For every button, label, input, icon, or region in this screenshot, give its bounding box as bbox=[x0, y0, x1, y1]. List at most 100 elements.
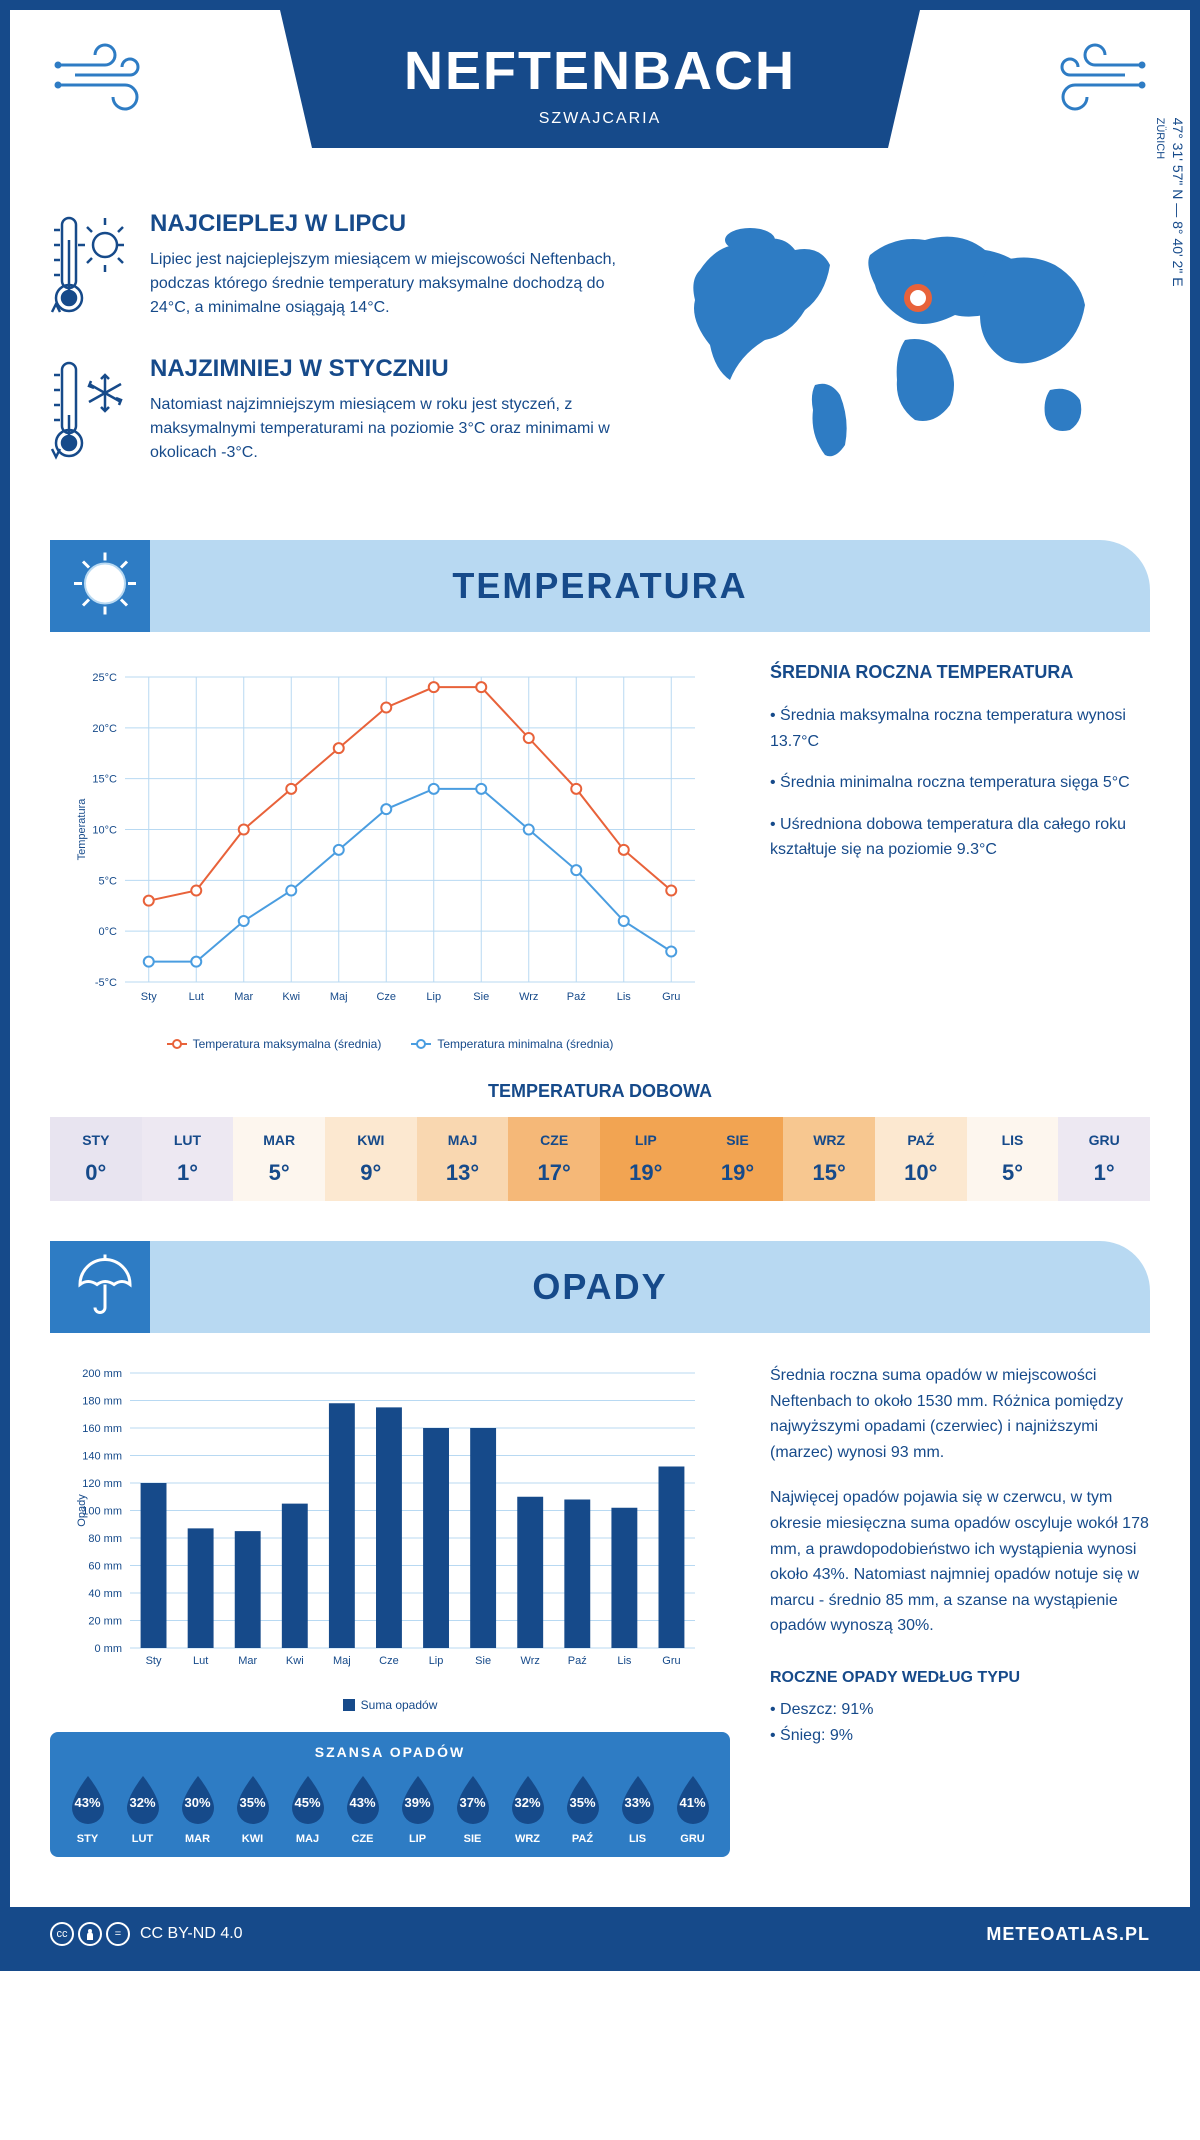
svg-text:Paź: Paź bbox=[568, 1655, 587, 1667]
daily-temp-value: 19° bbox=[692, 1160, 784, 1186]
svg-text:Sie: Sie bbox=[473, 991, 489, 1003]
chance-month: PAŹ bbox=[557, 1833, 608, 1845]
coords-main: 47° 31' 57" N — 8° 40' 2" E bbox=[1170, 118, 1186, 287]
wind-icon bbox=[50, 40, 160, 125]
legend-bar-label: Suma opadów bbox=[361, 1698, 438, 1712]
daily-temp-month: MAR bbox=[233, 1132, 325, 1148]
chance-percent: 32% bbox=[514, 1795, 540, 1810]
footer-license: cc = CC BY-ND 4.0 bbox=[50, 1922, 243, 1946]
daily-temperature: TEMPERATURA DOBOWA STY 0°LUT1°MAR 5°KWI9°M… bbox=[10, 1081, 1190, 1241]
svg-text:Sie: Sie bbox=[475, 1655, 491, 1667]
daily-temp-month: CZE bbox=[508, 1132, 600, 1148]
chance-month: SIE bbox=[447, 1833, 498, 1845]
svg-text:Temperatura: Temperatura bbox=[76, 798, 88, 861]
temp-info-item: • Średnia minimalna roczna temperatura s… bbox=[770, 770, 1150, 796]
chance-month: KWI bbox=[227, 1833, 278, 1845]
wind-icon bbox=[1040, 40, 1150, 125]
svg-text:Paź: Paź bbox=[567, 991, 586, 1003]
sun-icon bbox=[70, 549, 140, 624]
world-map-container: 47° 31' 57" N — 8° 40' 2" E ZÜRICH bbox=[670, 210, 1150, 500]
daily-temp-month: LIP bbox=[600, 1132, 692, 1148]
daily-temp-cell: SIE19° bbox=[692, 1117, 784, 1201]
daily-temp-value: 1° bbox=[1058, 1160, 1150, 1186]
daily-temp-cell: PAŹ10° bbox=[875, 1117, 967, 1201]
coldest-text: Natomiast najzimniejszym miesiącem w rok… bbox=[150, 393, 630, 465]
svg-text:Kwi: Kwi bbox=[286, 1655, 304, 1667]
temperature-chart-legend: Temperatura maksymalna (średnia) Tempera… bbox=[50, 1037, 730, 1051]
temperature-content: -5°C0°C5°C10°C15°C20°C25°CStyLutMarKwiMa… bbox=[10, 632, 1190, 1081]
footer: cc = CC BY-ND 4.0 METEOATLAS.PL bbox=[10, 1907, 1190, 1961]
daily-temp-month: PAŹ bbox=[875, 1132, 967, 1148]
intro-text-column: NAJCIEPLEJ W LIPCU Lipiec jest najcieple… bbox=[50, 210, 630, 500]
svg-text:Lip: Lip bbox=[429, 1655, 444, 1667]
header: NEFTENBACH SZWAJCARIA bbox=[10, 10, 1190, 190]
legend-max-label: Temperatura maksymalna (średnia) bbox=[193, 1037, 382, 1051]
daily-temp-cell: MAJ13° bbox=[417, 1117, 509, 1201]
daily-temp-month: STY bbox=[50, 1132, 142, 1148]
cc-icon: cc bbox=[50, 1922, 74, 1946]
temperature-info: ŚREDNIA ROCZNA TEMPERATURA • Średnia mak… bbox=[770, 662, 1150, 1051]
svg-text:20 mm: 20 mm bbox=[88, 1616, 122, 1628]
daily-temp-month: GRU bbox=[1058, 1132, 1150, 1148]
svg-text:Wrz: Wrz bbox=[521, 1655, 540, 1667]
daily-temp-cell: KWI9° bbox=[325, 1117, 417, 1201]
precipitation-chance-box: SZANSA OPADÓW 43%STY32%LUT30%MAR35%KWI45… bbox=[50, 1732, 730, 1857]
svg-text:Mar: Mar bbox=[238, 1655, 257, 1667]
precip-type-item: • Śnieg: 9% bbox=[770, 1723, 1150, 1749]
svg-text:-5°C: -5°C bbox=[95, 977, 117, 989]
chance-month: LIP bbox=[392, 1833, 443, 1845]
city-title: NEFTENBACH bbox=[280, 40, 920, 102]
header-banner: NEFTENBACH SZWAJCARIA bbox=[280, 10, 920, 148]
chance-cell: 32%WRZ bbox=[502, 1772, 553, 1845]
temperature-info-title: ŚREDNIA ROCZNA TEMPERATURA bbox=[770, 662, 1150, 683]
precipitation-title: OPADY bbox=[50, 1266, 1150, 1308]
daily-temp-month: KWI bbox=[325, 1132, 417, 1148]
precipitation-content: 0 mm20 mm40 mm60 mm80 mm100 mm120 mm140 … bbox=[10, 1333, 1190, 1877]
daily-temp-value: 0° bbox=[50, 1160, 142, 1186]
chance-percent: 43% bbox=[349, 1795, 375, 1810]
svg-text:60 mm: 60 mm bbox=[88, 1561, 122, 1573]
svg-text:Opady: Opady bbox=[76, 1494, 88, 1527]
svg-text:Cze: Cze bbox=[376, 991, 396, 1003]
coldest-block: NAJZIMNIEJ W STYCZNIU Natomiast najzimni… bbox=[50, 355, 630, 470]
chance-cell: 43%CZE bbox=[337, 1772, 388, 1845]
svg-text:Lut: Lut bbox=[193, 1655, 208, 1667]
daily-temp-cell: WRZ15° bbox=[783, 1117, 875, 1201]
daily-temp-cell: CZE 17° bbox=[508, 1117, 600, 1201]
precipitation-bar-chart: 0 mm20 mm40 mm60 mm80 mm100 mm120 mm140 … bbox=[50, 1363, 730, 1683]
precipitation-chart-column: 0 mm20 mm40 mm60 mm80 mm100 mm120 mm140 … bbox=[50, 1363, 730, 1857]
daily-temp-cell: LIP19° bbox=[600, 1117, 692, 1201]
chance-title: SZANSA OPADÓW bbox=[62, 1744, 718, 1760]
precip-text-1: Średnia roczna suma opadów w miejscowośc… bbox=[770, 1363, 1150, 1465]
chance-percent: 43% bbox=[74, 1795, 100, 1810]
svg-text:Gru: Gru bbox=[662, 991, 680, 1003]
chance-grid: 43%STY32%LUT30%MAR35%KWI45%MAJ43%CZE39%L… bbox=[62, 1772, 718, 1845]
warmest-block: NAJCIEPLEJ W LIPCU Lipiec jest najcieple… bbox=[50, 210, 630, 325]
location-marker-icon bbox=[907, 287, 929, 309]
chance-percent: 39% bbox=[404, 1795, 430, 1810]
svg-text:Lis: Lis bbox=[617, 1655, 632, 1667]
cc-nd-icon: = bbox=[106, 1922, 130, 1946]
daily-temp-value: 5° bbox=[233, 1160, 325, 1186]
temp-info-item: • Uśredniona dobowa temperatura dla całe… bbox=[770, 812, 1150, 863]
chance-percent: 33% bbox=[624, 1795, 650, 1810]
chance-percent: 35% bbox=[569, 1795, 595, 1810]
chance-percent: 41% bbox=[679, 1795, 705, 1810]
svg-text:Gru: Gru bbox=[662, 1655, 680, 1667]
chance-cell: 35%KWI bbox=[227, 1772, 278, 1845]
temperature-title: TEMPERATURA bbox=[50, 565, 1150, 607]
temp-info-item: • Średnia maksymalna roczna temperatura … bbox=[770, 703, 1150, 754]
temperature-line-chart: -5°C0°C5°C10°C15°C20°C25°CStyLutMarKwiMa… bbox=[50, 662, 730, 1051]
svg-text:Maj: Maj bbox=[330, 991, 348, 1003]
daily-temp-value: 17° bbox=[508, 1160, 600, 1186]
precip-text-2: Najwięcej opadów pojawia się w czerwcu, … bbox=[770, 1485, 1150, 1639]
daily-temp-cell: LUT1° bbox=[142, 1117, 234, 1201]
precip-type-item: • Deszcz: 91% bbox=[770, 1697, 1150, 1723]
thermometer-snowflake-icon bbox=[50, 355, 130, 470]
daily-temp-title: TEMPERATURA DOBOWA bbox=[50, 1081, 1150, 1102]
daily-temp-month: LIS bbox=[967, 1132, 1059, 1148]
svg-text:Maj: Maj bbox=[333, 1655, 351, 1667]
svg-text:160 mm: 160 mm bbox=[82, 1423, 122, 1435]
chance-cell: 45%MAJ bbox=[282, 1772, 333, 1845]
world-map-icon bbox=[670, 210, 1130, 470]
